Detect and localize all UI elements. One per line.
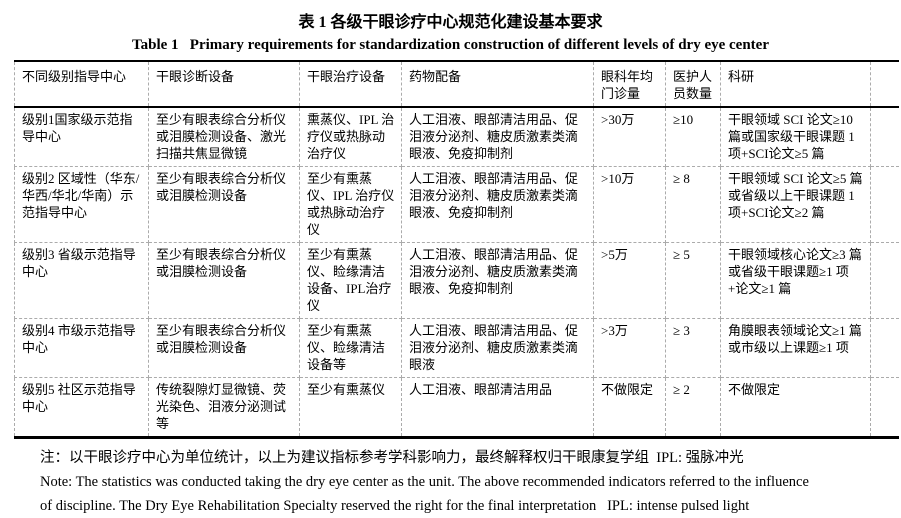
table-caption-en: Table 1 Primary requirements for standar… [132,37,769,53]
col-header-staff-count: 医护人员数量 [665,60,721,108]
spacer-cell [870,166,899,243]
note-en-line1: Note: The statistics was conducted takin… [40,474,809,490]
cell-r3-center: 级别3 省级示范指导中心 [14,242,149,319]
note-en-line2: of discipline. The Dry Eye Rehabilitatio… [40,498,750,514]
table-row-level-1: 级别1国家级示范指导中心 至少有眼表综合分析仪或泪膜检测设备、激光扫描共焦显微镜… [14,106,899,167]
header-row: 不同级别指导中心 干眼诊断设备 干眼治疗设备 药物配备 眼科年均门诊量 医护人员… [14,60,899,108]
requirements-table: 不同级别指导中心 干眼诊断设备 干眼治疗设备 药物配备 眼科年均门诊量 医护人员… [14,60,899,439]
col-header-medication: 药物配备 [401,60,594,108]
cell-r3-research: 干眼领域核心论文≥3 篇或省级干眼课题≥1 项+论文≥1 篇 [720,242,871,319]
table-caption-cn: 表 1 各级干眼诊疗中心规范化建设基本要求 [298,14,603,31]
spacer-cell [870,242,899,319]
cell-r1-treatment: 熏蒸仪、IPL 治疗仪或热脉动治疗仪 [299,106,402,167]
cell-r3-treatment: 至少有熏蒸仪、睑缘清洁设备、IPL治疗仪 [299,242,402,319]
cell-r2-visits: >10万 [593,166,666,243]
cell-r5-visits: 不做限定 [593,377,666,438]
table-row-level-5: 级别5 社区示范指导中心 传统裂隙灯显微镜、荧光染色、泪液分泌测试等 至少有熏蒸… [14,377,899,438]
cell-r1-visits: >30万 [593,106,666,167]
col-header-diagnostic-equipment: 干眼诊断设备 [148,60,300,108]
cell-r4-center: 级别4 市级示范指导中心 [14,318,149,378]
cell-r2-staff: ≥ 8 [665,166,721,243]
cell-r5-diagnostic: 传统裂隙灯显微镜、荧光染色、泪液分泌测试等 [148,377,300,438]
cell-r5-center: 级别5 社区示范指导中心 [14,377,149,438]
cell-r5-medication: 人工泪液、眼部清洁用品 [401,377,594,438]
cell-r1-medication: 人工泪液、眼部清洁用品、促泪液分泌剂、糖皮质激素类滴眼液、免疫抑制剂 [401,106,594,167]
cell-r2-center: 级别2 区域性（华东/华西/华北/华南）示范指导中心 [14,166,149,243]
cell-r3-medication: 人工泪液、眼部清洁用品、促泪液分泌剂、糖皮质激素类滴眼液、免疫抑制剂 [401,242,594,319]
cell-r4-research: 角膜眼表领域论文≥1 篇或市级以上课题≥1 项 [720,318,871,378]
cell-r1-center: 级别1国家级示范指导中心 [14,106,149,167]
cell-r2-treatment: 至少有熏蒸仪、IPL 治疗仪或热脉动治疗仪 [299,166,402,243]
spacer-cell [870,377,899,438]
table-row-level-3: 级别3 省级示范指导中心 至少有眼表综合分析仪或泪膜检测设备 至少有熏蒸仪、睑缘… [14,242,899,319]
table-row-level-4: 级别4 市级示范指导中心 至少有眼表综合分析仪或泪膜检测设备 至少有熏蒸仪、睑缘… [14,318,899,378]
col-header-annual-visits: 眼科年均门诊量 [593,60,666,108]
spacer-cell [870,60,899,108]
cell-r4-diagnostic: 至少有眼表综合分析仪或泪膜检测设备 [148,318,300,378]
cell-r4-visits: >3万 [593,318,666,378]
note-cn: 注：以干眼诊疗中心为单位统计，以上为建议指标参考学科影响力，最终解释权归干眼康复… [40,450,744,466]
cell-r5-staff: ≥ 2 [665,377,721,438]
cell-r1-research: 干眼领域 SCI 论文≥10 篇或国家级干眼课题 1 项+SCI论文≥5 篇 [720,106,871,167]
spacer-cell [870,106,899,167]
cell-r1-staff: ≥10 [665,106,721,167]
cell-r2-research: 干眼领域 SCI 论文≥5 篇或省级以上干眼课题 1 项+SCI论文≥2 篇 [720,166,871,243]
col-header-research: 科研 [720,60,871,108]
cell-r3-diagnostic: 至少有眼表综合分析仪或泪膜检测设备 [148,242,300,319]
cell-r2-diagnostic: 至少有眼表综合分析仪或泪膜检测设备 [148,166,300,243]
cell-r4-staff: ≥ 3 [665,318,721,378]
table-row-level-2: 级别2 区域性（华东/华西/华北/华南）示范指导中心 至少有眼表综合分析仪或泪膜… [14,166,899,243]
cell-r3-visits: >5万 [593,242,666,319]
cell-r4-treatment: 至少有熏蒸仪、睑缘清洁设备等 [299,318,402,378]
cell-r2-medication: 人工泪液、眼部清洁用品、促泪液分泌剂、糖皮质激素类滴眼液、免疫抑制剂 [401,166,594,243]
col-header-treatment-equipment: 干眼治疗设备 [299,60,402,108]
col-header-center-level: 不同级别指导中心 [14,60,149,108]
spacer-cell [870,318,899,378]
cell-r5-research: 不做限定 [720,377,871,438]
cell-r4-medication: 人工泪液、眼部清洁用品、促泪液分泌剂、糖皮质激素类滴眼液 [401,318,594,378]
cell-r5-treatment: 至少有熏蒸仪 [299,377,402,438]
footnotes: 注：以干眼诊疗中心为单位统计，以上为建议指标参考学科影响力，最终解释权归干眼康复… [40,446,901,518]
cell-r3-staff: ≥ 5 [665,242,721,319]
cell-r1-diagnostic: 至少有眼表综合分析仪或泪膜检测设备、激光扫描共焦显微镜 [148,106,300,167]
